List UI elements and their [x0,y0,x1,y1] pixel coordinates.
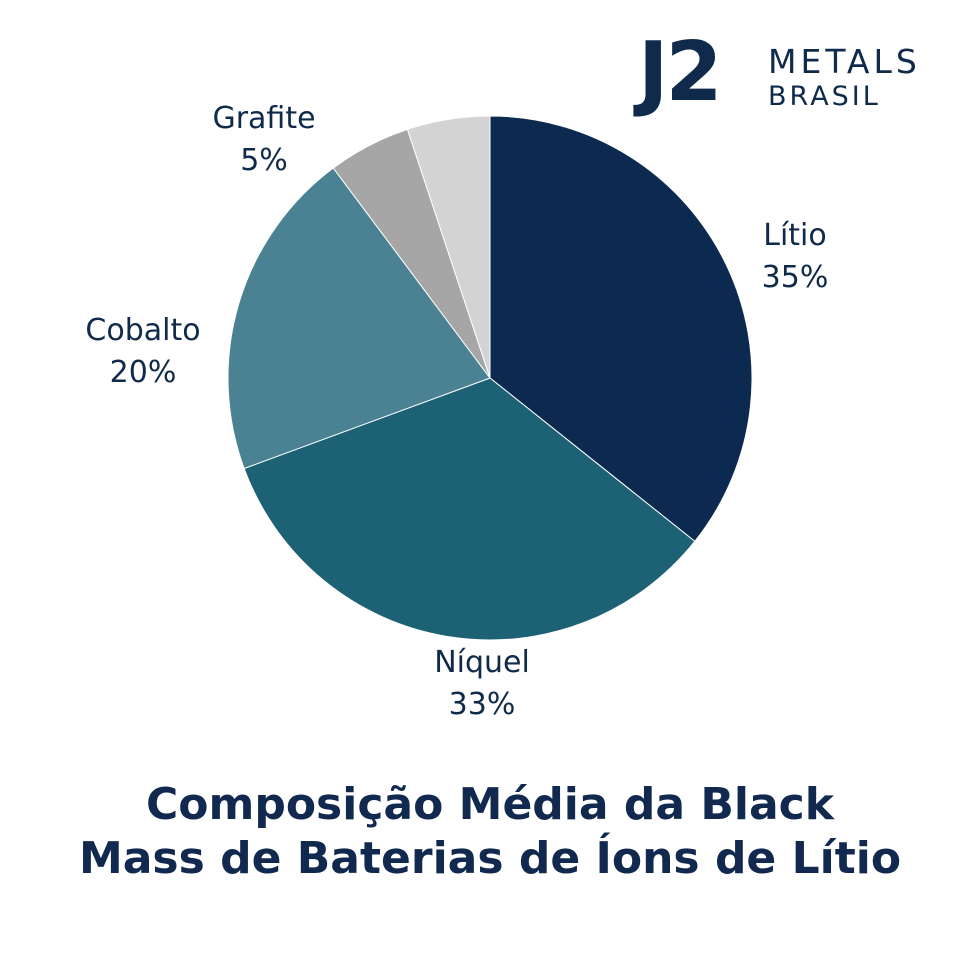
slice-label-lítio: Lítio [763,218,827,253]
pie-slice-níquel [243,377,696,641]
pie-slice-grafite [406,115,491,379]
logo-text-metals: METALS [768,42,921,81]
pie-slice-lítio [489,115,753,543]
slice-label-cobalto: Cobalto [85,313,200,348]
logo-text-brasil: BRASIL [768,81,881,112]
pie-chart: Lítio 35% Níquel 33% Cobalto 20% Grafite 5% [85,101,828,722]
pie-labels: Lítio 35% Níquel 33% Cobalto 20% Grafite 5% [85,101,828,722]
slice-value-níquel: 33% [449,687,516,722]
pie-slices [227,115,753,641]
company-logo: J2 METALS BRASIL [638,32,938,116]
chart-title-line-1: Composição Média da Black [145,779,835,830]
slice-label-grafite: Grafite [212,101,315,136]
pie-slice-cobalto [227,167,491,470]
chart-title: Composição Média da Black Mass de Bateri… [0,778,980,886]
chart-title-line-2: Mass de Baterias de Íons de Lítio [78,833,902,884]
slice-value-cobalto: 20% [110,355,177,390]
slice-label-níquel: Níquel [434,645,530,680]
slice-value-grafite: 5% [240,143,288,178]
slice-value-lítio: 35% [762,260,829,295]
logo-mark: J2 [638,25,723,120]
